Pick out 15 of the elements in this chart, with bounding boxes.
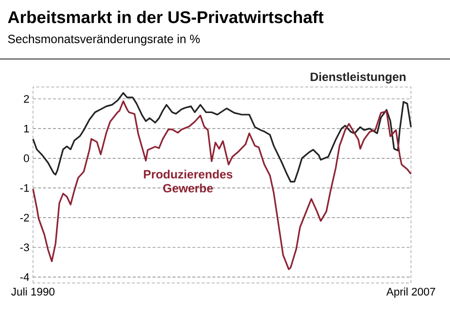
y-tick-label: 2 <box>24 95 29 103</box>
y-tick-label: -1 <box>20 184 29 192</box>
chart-subtitle: Sechsmonatsveränderungsrate in % <box>8 34 200 46</box>
series-label: Dienstleistungen <box>310 72 406 84</box>
x-tick-label: April 2007 <box>386 288 436 298</box>
y-tick-label: 0 <box>24 154 30 162</box>
y-tick-label: -4 <box>20 273 30 281</box>
y-tick-label: -3 <box>20 243 29 252</box>
line-series <box>32 100 412 270</box>
chart-title: Arbeitsmarkt in der US-Privatwirtschaft <box>8 10 324 24</box>
y-tick-label: -2 <box>20 214 29 222</box>
line-series <box>32 92 412 183</box>
x-tick-label: Juli 1990 <box>11 288 54 296</box>
y-tick-label: 1 <box>24 124 29 132</box>
series-label: Produzierendes Gewerbe <box>144 170 232 192</box>
